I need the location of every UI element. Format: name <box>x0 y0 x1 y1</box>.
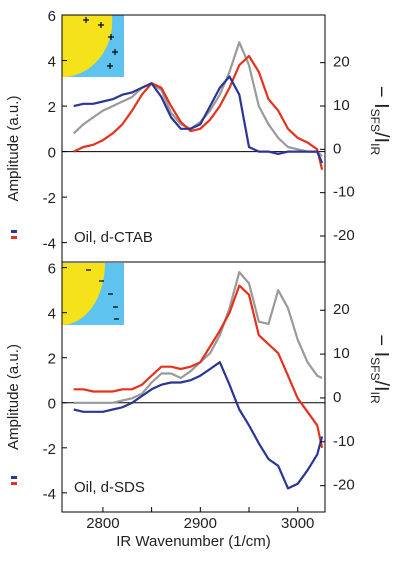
y2-tick-label: 0 <box>333 389 341 406</box>
y-tick-label: 0 <box>48 145 56 162</box>
y-tick-label: -2 <box>43 190 56 207</box>
y2-tick-label: 10 <box>333 97 350 114</box>
y2-tick-label: 0 <box>333 140 341 157</box>
y2-tick-label: 20 <box>333 301 350 318</box>
inset-bottom <box>62 263 124 325</box>
y-tick-label: 0 <box>48 396 56 413</box>
y-tick-label: -2 <box>43 441 56 458</box>
annotation: Oil, d-SDS <box>74 479 145 496</box>
y-tick-label: 4 <box>48 53 56 70</box>
y2-label-part: SFS <box>368 357 382 380</box>
y2-label-part: /I <box>370 381 392 392</box>
x-axis-label: IR Wavenumber (1/cm) <box>116 533 270 550</box>
y-tick-label: -4 <box>43 236 56 253</box>
y2-label-part: − I <box>370 334 392 357</box>
x-tick-label: 2800 <box>86 515 119 532</box>
y2-tick-label: -20 <box>333 477 355 494</box>
y2-label-part: IR <box>368 392 382 404</box>
y2-tick-label: -20 <box>333 227 355 244</box>
data-line <box>73 54 324 171</box>
data-line <box>73 361 324 490</box>
data-line <box>73 284 324 449</box>
y-tick-label: 2 <box>48 99 56 116</box>
y2-label-part: IR <box>368 143 382 155</box>
x-tick-label: 3000 <box>281 515 314 532</box>
y-tick-label: 4 <box>48 306 56 323</box>
y-axis-label: Amplitude (a.u.) <box>5 344 22 450</box>
y2-axis-label: − ISFS/IIR <box>368 334 392 404</box>
inset-top <box>62 15 124 78</box>
plot-frame <box>61 261 326 513</box>
y2-tick-label: 20 <box>333 54 350 71</box>
y-tick-label: 6 <box>48 8 56 25</box>
y2-label-part: SFS <box>368 109 382 132</box>
y2-axis-label: − ISFS/IIR <box>368 86 392 156</box>
y-tick-label: 2 <box>48 351 56 368</box>
y-tick-label: 6 <box>48 261 56 278</box>
y2-tick-label: 10 <box>333 345 350 362</box>
y2-tick-label: -10 <box>333 184 355 201</box>
y2-label-part: /I <box>370 132 392 143</box>
annotation: Oil, d-CTAB <box>74 229 153 246</box>
x-tick-label: 2900 <box>184 515 217 532</box>
y-tick-label: -4 <box>43 486 56 503</box>
y-axis-label: Amplitude (a.u.) <box>5 96 22 202</box>
data-line <box>73 75 324 164</box>
legend-swatches <box>11 230 17 485</box>
y2-tick-label: -10 <box>333 433 355 450</box>
y2-label-part: − I <box>370 86 392 109</box>
